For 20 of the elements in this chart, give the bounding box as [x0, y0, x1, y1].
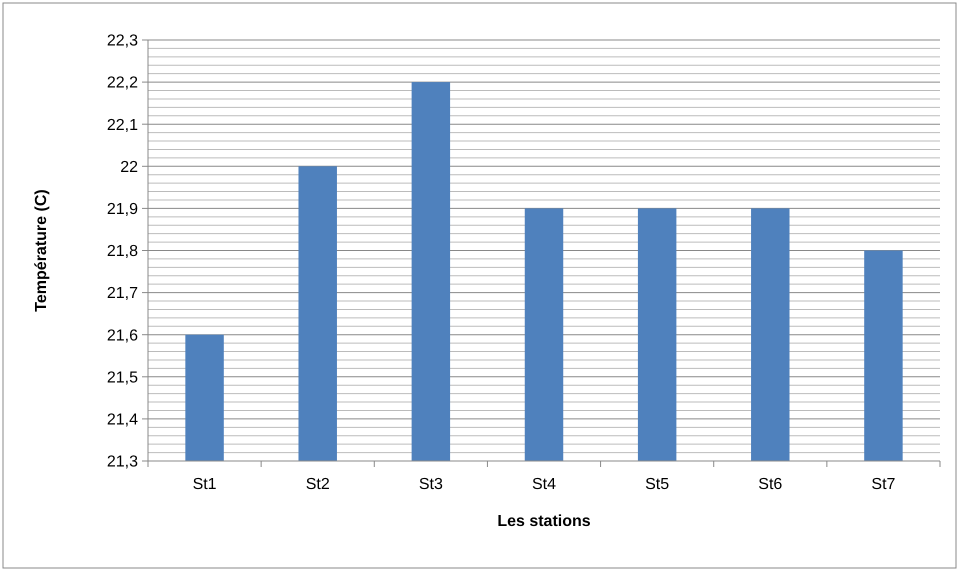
x-tick-label: St3: [418, 476, 443, 493]
y-tick-label: 21,6: [106, 327, 138, 344]
x-tick-label: St2: [306, 476, 330, 493]
x-tick-label: St5: [645, 476, 670, 493]
y-tick-label: 21,7: [106, 285, 138, 302]
x-tick-label: St4: [532, 476, 556, 493]
y-tick-label: 21,5: [106, 369, 138, 386]
x-tick-label: St7: [871, 476, 896, 493]
x-axis-title: Les stations: [497, 513, 591, 530]
y-tick-label: 22,2: [106, 74, 138, 92]
x-tick-label: St6: [758, 476, 782, 493]
y-tick-label: 22: [120, 158, 138, 176]
y-tick-label: 21,3: [106, 454, 138, 471]
y-tick-label: 22,1: [106, 116, 138, 134]
y-axis-title: Température (C): [33, 189, 50, 312]
y-tick-label: 21,9: [106, 201, 138, 218]
x-tick-label: St1: [192, 476, 217, 493]
y-tick-label: 22,3: [106, 32, 138, 50]
y-tick-label: 21,8: [106, 243, 138, 260]
y-tick-label: 21,4: [106, 412, 138, 428]
